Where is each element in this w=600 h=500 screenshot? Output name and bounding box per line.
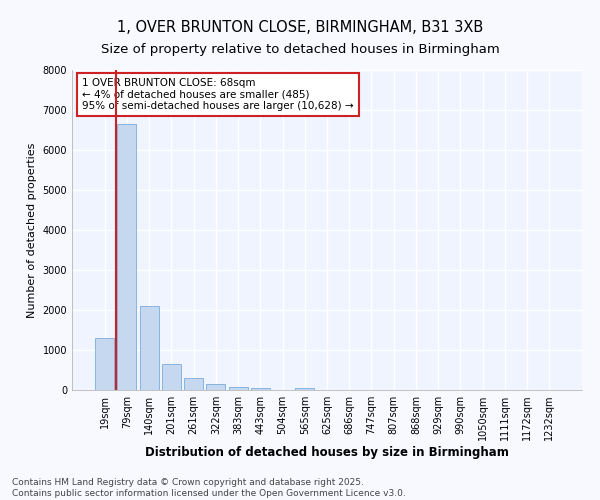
Bar xyxy=(95,338,114,390)
Text: 1, OVER BRUNTON CLOSE, BIRMINGHAM, B31 3XB: 1, OVER BRUNTON CLOSE, BIRMINGHAM, B31 3… xyxy=(117,20,483,35)
Y-axis label: Number of detached properties: Number of detached properties xyxy=(27,142,37,318)
Bar xyxy=(184,378,203,390)
Bar xyxy=(140,306,158,390)
Bar xyxy=(118,124,136,390)
Bar xyxy=(229,387,248,390)
Text: Size of property relative to detached houses in Birmingham: Size of property relative to detached ho… xyxy=(101,42,499,56)
Text: 1 OVER BRUNTON CLOSE: 68sqm
← 4% of detached houses are smaller (485)
95% of sem: 1 OVER BRUNTON CLOSE: 68sqm ← 4% of deta… xyxy=(82,78,354,111)
Bar xyxy=(162,364,181,390)
Bar xyxy=(251,388,270,390)
Bar xyxy=(206,384,225,390)
Bar xyxy=(295,388,314,390)
Text: Contains HM Land Registry data © Crown copyright and database right 2025.
Contai: Contains HM Land Registry data © Crown c… xyxy=(12,478,406,498)
X-axis label: Distribution of detached houses by size in Birmingham: Distribution of detached houses by size … xyxy=(145,446,509,459)
